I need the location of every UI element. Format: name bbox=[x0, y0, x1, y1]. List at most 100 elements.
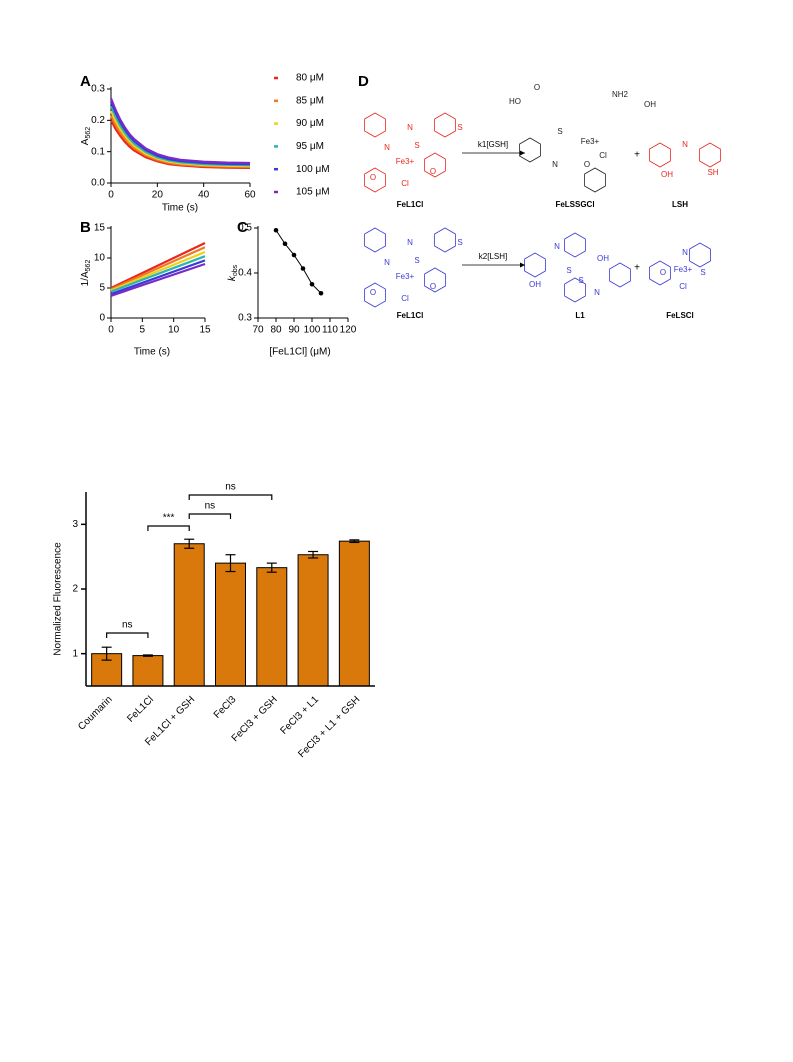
significance-label: ns bbox=[225, 482, 236, 493]
x-tick-label: 0 bbox=[108, 325, 114, 336]
data-point bbox=[300, 266, 306, 271]
series-line bbox=[110, 250, 206, 292]
ring bbox=[434, 227, 456, 253]
axis-title-sub: 562 bbox=[85, 127, 92, 139]
y-tick-label: 0.4 bbox=[238, 268, 252, 279]
atom-label: SH bbox=[707, 168, 718, 177]
atom-label: O bbox=[370, 173, 376, 182]
x-tick-label: 110 bbox=[322, 325, 338, 336]
atom-label: S bbox=[557, 127, 562, 136]
ring bbox=[689, 242, 711, 268]
series-line bbox=[109, 97, 251, 165]
x-axis-title: [FeL1Cl] (μM) bbox=[269, 347, 330, 358]
atom-label: NH2 bbox=[612, 90, 629, 99]
atom-label: N bbox=[682, 140, 688, 149]
atom-label: O bbox=[430, 167, 436, 176]
legend-label: 90 μM bbox=[296, 118, 324, 129]
ring bbox=[564, 277, 586, 303]
atom-label: OH bbox=[644, 100, 656, 109]
error-bar bbox=[349, 539, 360, 544]
rate-label: k1[GSH] bbox=[478, 140, 508, 149]
significance-label: *** bbox=[163, 513, 175, 524]
legend-label: 80 μM bbox=[296, 73, 324, 84]
x-tick-label: 120 bbox=[340, 325, 357, 336]
y-tick-label: 2 bbox=[72, 584, 78, 595]
series-line bbox=[110, 242, 206, 289]
panel-letter: A bbox=[80, 73, 91, 90]
y-tick-label: 0.1 bbox=[91, 146, 105, 157]
ring bbox=[519, 137, 541, 163]
atom-label: Fe3+ bbox=[396, 157, 415, 166]
x-tick-label: 80 bbox=[270, 325, 282, 336]
axis-title: 1/A562 bbox=[80, 260, 92, 287]
plus-sign: + bbox=[634, 263, 640, 274]
ring bbox=[364, 167, 386, 193]
axis-title-main: A bbox=[80, 138, 91, 145]
significance-bracket bbox=[147, 525, 190, 531]
atom-label: Cl bbox=[401, 179, 409, 188]
legend-label: 105 μM bbox=[296, 187, 330, 198]
atom-label: N bbox=[552, 160, 558, 169]
ring bbox=[424, 267, 446, 293]
x-tick-label: 100 bbox=[304, 325, 321, 336]
atom-label: S bbox=[414, 256, 419, 265]
atom-label: O bbox=[660, 268, 666, 277]
structure-label: FeLSCl bbox=[666, 311, 694, 320]
bar bbox=[256, 567, 288, 687]
atom-label: OH bbox=[529, 280, 541, 289]
y-tick-label: 0.3 bbox=[238, 313, 252, 324]
x-tick-label: 10 bbox=[168, 325, 180, 336]
x-tick-label: 40 bbox=[198, 190, 210, 201]
legend-label: 100 μM bbox=[296, 164, 330, 175]
y-tick-label: 3 bbox=[72, 519, 78, 530]
x-tick-label: 60 bbox=[244, 190, 256, 201]
plus-sign: + bbox=[634, 150, 640, 161]
atom-label: S bbox=[700, 268, 705, 277]
error-bar bbox=[266, 562, 277, 573]
y-tick-label: 0.5 bbox=[238, 223, 252, 234]
ring bbox=[364, 227, 386, 253]
significance-label: ns bbox=[205, 501, 216, 512]
significance-bracket bbox=[188, 513, 232, 519]
x-tick-label: 0 bbox=[108, 190, 114, 201]
axis-title-main: 1/A bbox=[80, 271, 91, 286]
series-line bbox=[110, 255, 206, 293]
axis-title-sub: obs bbox=[232, 264, 239, 276]
atom-label: O bbox=[584, 160, 590, 169]
structure-label: LSH bbox=[672, 200, 688, 209]
series-line bbox=[109, 105, 251, 167]
x-tick-label: 20 bbox=[152, 190, 164, 201]
error-bar bbox=[184, 538, 195, 549]
atom-label: Cl bbox=[679, 282, 687, 291]
bar bbox=[215, 562, 246, 687]
atom-label: O bbox=[534, 83, 540, 92]
data-point bbox=[309, 281, 315, 287]
atom-label: O bbox=[430, 282, 436, 291]
axis-title-main: k bbox=[227, 275, 238, 281]
atom-label: N bbox=[594, 288, 600, 297]
axis-title: A562 bbox=[80, 127, 92, 145]
axis-title-sub: 562 bbox=[85, 260, 92, 272]
atom-label: Fe3+ bbox=[396, 272, 415, 281]
axis-title: kobs bbox=[227, 264, 239, 281]
atom-label: S bbox=[457, 123, 462, 132]
ring bbox=[364, 282, 386, 308]
y-axis-title: Normalized Fluorescence bbox=[53, 542, 64, 656]
panel-letter: D bbox=[358, 73, 369, 90]
arrow-head bbox=[520, 262, 525, 268]
data-point bbox=[282, 241, 288, 247]
structure-label: L1 bbox=[575, 311, 585, 320]
y-tick-label: 0 bbox=[99, 313, 105, 324]
structure-label: FeL1Cl bbox=[397, 311, 424, 320]
atom-label: N bbox=[384, 258, 390, 267]
y-tick-label: 0.3 bbox=[91, 84, 105, 95]
ring bbox=[649, 142, 671, 168]
ring bbox=[524, 252, 546, 278]
significance-bracket bbox=[106, 632, 149, 638]
significance-bracket bbox=[188, 494, 273, 500]
ring bbox=[434, 112, 456, 138]
atom-label: Fe3+ bbox=[581, 137, 600, 146]
x-tick-label: 15 bbox=[199, 325, 211, 336]
y-tick-label: 5 bbox=[99, 283, 105, 294]
atom-label: S bbox=[578, 276, 583, 285]
